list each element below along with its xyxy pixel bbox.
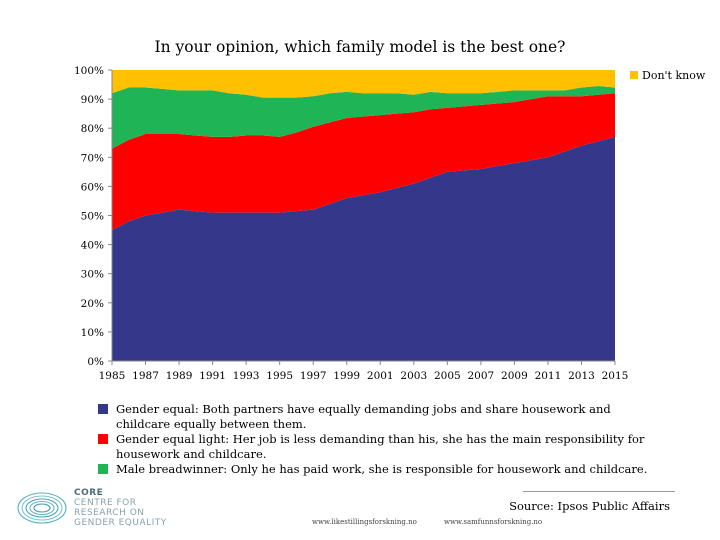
legend-label-dont-know: Don't know bbox=[642, 69, 706, 82]
core-logo-text: CORE CENTRE FOR RESEARCH ON GENDER EQUAL… bbox=[74, 488, 167, 528]
logo-line-4: GENDER EQUALITY bbox=[74, 518, 167, 528]
y-tick-label: 100% bbox=[74, 65, 104, 77]
area-gender-equal-light bbox=[112, 93, 615, 231]
x-tick-label: 2007 bbox=[467, 370, 494, 382]
y-tick-label: 60% bbox=[81, 181, 104, 193]
area-male-breadwinner bbox=[112, 86, 615, 149]
x-tick-label: 2001 bbox=[367, 370, 394, 382]
logo-line-2: CENTRE FOR bbox=[74, 498, 137, 508]
y-tick-label: 20% bbox=[81, 298, 104, 310]
footer-url-1[interactable]: www.likestillingsforskning.no bbox=[312, 518, 417, 526]
x-tick-label: 1985 bbox=[99, 370, 126, 382]
y-tick-label: 80% bbox=[81, 123, 104, 135]
x-tick-label: 1995 bbox=[266, 370, 293, 382]
x-tick-label: 2011 bbox=[535, 370, 562, 382]
x-tick-label: 1993 bbox=[233, 370, 260, 382]
area-don-t-know bbox=[112, 70, 615, 98]
x-tick-label: 2003 bbox=[400, 370, 427, 382]
logo-line-3: RESEARCH ON bbox=[74, 508, 145, 518]
y-tick-label: 70% bbox=[81, 152, 104, 164]
legend-item-gender-equal-light: Gender equal light: Her job is less dema… bbox=[98, 432, 658, 462]
y-tick-label: 40% bbox=[81, 240, 104, 252]
legend-swatch-dont-know bbox=[630, 71, 638, 79]
y-tick-label: 0% bbox=[87, 356, 104, 368]
y-tick-label: 50% bbox=[81, 211, 104, 223]
legend-text-gender-equal-light: Gender equal light: Her job is less dema… bbox=[116, 432, 645, 461]
x-tick-label: 2009 bbox=[501, 370, 528, 382]
x-tick-label: 1997 bbox=[300, 370, 327, 382]
chart-title: In your opinion, which family model is t… bbox=[154, 38, 566, 56]
legend-text-gender-equal: Gender equal: Both partners have equally… bbox=[116, 402, 611, 431]
legend-text-male-breadwinner: Male breadwinner: Only he has paid work,… bbox=[116, 462, 648, 476]
logo-line-1: CORE bbox=[74, 488, 104, 498]
legend: Gender equal: Both partners have equally… bbox=[98, 402, 658, 477]
y-tick-label: 90% bbox=[81, 94, 104, 106]
x-tick-label: 2005 bbox=[434, 370, 461, 382]
source-divider bbox=[523, 491, 675, 492]
legend-item-gender-equal: Gender equal: Both partners have equally… bbox=[98, 402, 658, 432]
y-tick-label: 30% bbox=[81, 269, 104, 281]
x-tick-label: 1987 bbox=[132, 370, 159, 382]
x-tick-label: 2015 bbox=[602, 370, 629, 382]
legend-item-male-breadwinner: Male breadwinner: Only he has paid work,… bbox=[98, 462, 658, 477]
x-tick-label: 1991 bbox=[199, 370, 226, 382]
x-tick-label: 1989 bbox=[166, 370, 193, 382]
legend-swatch-gender-equal-light bbox=[98, 434, 108, 444]
source-note: Source: Ipsos Public Affairs bbox=[509, 499, 670, 513]
footer-url-2[interactable]: www.samfunnsforskning.no bbox=[444, 518, 543, 526]
legend-swatch-male-breadwinner bbox=[98, 464, 108, 474]
core-logo-mark bbox=[17, 492, 67, 524]
y-tick-label: 10% bbox=[81, 327, 104, 339]
x-tick-label: 1999 bbox=[333, 370, 360, 382]
x-tick-label: 2013 bbox=[568, 370, 595, 382]
legend-swatch-gender-equal bbox=[98, 404, 108, 414]
area-gender-equal bbox=[112, 136, 615, 361]
